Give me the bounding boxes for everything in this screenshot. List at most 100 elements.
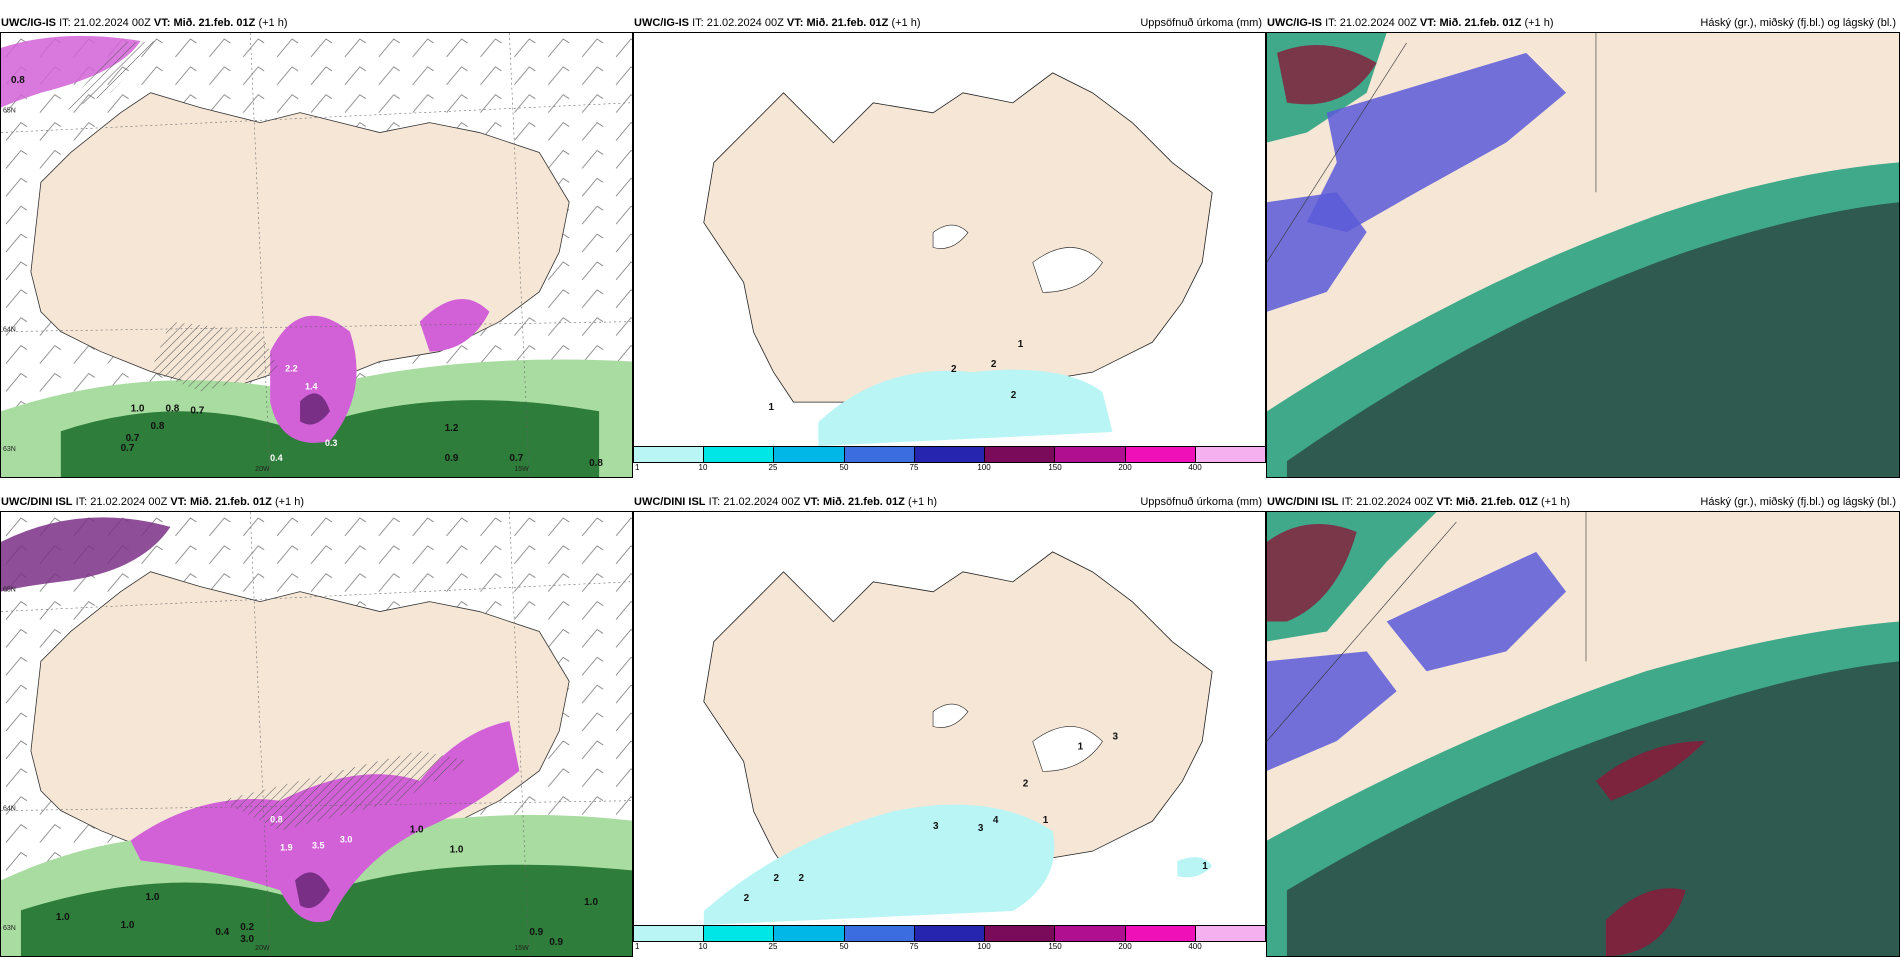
panel-clouds-igis: UWC/IG-IS IT: 21.02.2024 00Z VT: Mið. 21… [1266, 14, 1900, 478]
value-label: 1.0 [56, 912, 70, 923]
lat-line [1, 800, 632, 811]
snow-hatch-nw [60, 40, 161, 113]
lat-label: 65N [3, 587, 16, 594]
value-label: 1.0 [131, 403, 145, 414]
value-label: 1.0 [121, 920, 135, 931]
precip-magenta-south [130, 721, 520, 923]
panel-accum-precip-dini: UWC/DINI ISL IT: 21.02.2024 00Z VT: Mið.… [633, 493, 1266, 951]
map-accum-precip: 2 2 2 3 3 4 1 2 1 3 1 [633, 511, 1266, 925]
panel-title: Háský (gr.), miðský (fj.bl.) og lágský (… [1700, 496, 1896, 508]
model-name: UWC/IG-IS [634, 17, 689, 29]
value-label: 2 [991, 359, 997, 370]
colorbar-swatch [844, 447, 915, 462]
lon-label: 15W [514, 945, 529, 952]
lat-line [1, 102, 632, 133]
panel-precip-wind-dini: UWC/DINI ISL IT: 21.02.2024 00Z VT: Mið.… [0, 493, 633, 957]
colorbar-tick: 10 [698, 942, 708, 951]
map-svg: 65N 64N 63N 20W 15W 0.8 1.0 0.8 0.7 0.7 … [1, 33, 632, 477]
lon-label: 15W [514, 466, 529, 473]
cloud-mid-blue [1386, 551, 1567, 672]
colorbar-tick: 75 [909, 942, 919, 951]
colorbar-swatch [704, 926, 775, 941]
panel-header: UWC/IG-IS IT: 21.02.2024 00Z VT: Mið. 21… [1266, 14, 1900, 32]
value-label: 1 [1078, 741, 1084, 752]
precip-purple-nw [1, 517, 171, 592]
cloud-low-red-streak [1595, 740, 1706, 801]
colorbar-tick: 1 [635, 942, 640, 951]
vt-label: VT: [170, 496, 187, 508]
panel-header: UWC/IG-IS IT: 21.02.2024 00Z VT: Mið. 21… [0, 14, 633, 32]
value-label: 1 [1043, 815, 1049, 826]
colorbar-tick: 50 [839, 942, 849, 951]
colorbar-swatch [704, 447, 775, 462]
colorbar-swatch [634, 447, 705, 462]
vt-label: VT: [803, 496, 820, 508]
lon-label: 20W [255, 945, 270, 952]
colorbar-tick: 75 [909, 463, 919, 472]
colorbar-tick: 200 [1118, 463, 1132, 472]
lat-line [1, 581, 632, 612]
it-value: 21.02.2024 00Z [706, 17, 784, 29]
colorbar-swatch [774, 926, 845, 941]
model-name: UWC/DINI ISL [1267, 496, 1339, 508]
value-label: 0.8 [270, 815, 282, 825]
map-accum-precip: 1 2 2 2 1 [633, 32, 1266, 446]
colorbar-tick: 1 [635, 463, 640, 472]
snow-hatch-south [150, 321, 281, 392]
value-label: 2.2 [285, 363, 297, 373]
value-label: 0.7 [190, 405, 204, 416]
value-label: 3.5 [312, 840, 324, 850]
colorbar-swatch [1195, 447, 1265, 462]
map-svg [1267, 512, 1899, 956]
colorbar-swatch [985, 926, 1056, 941]
colorbar-swatch [1195, 926, 1265, 941]
value-label: 2 [1011, 390, 1017, 401]
colorbar-swatch [1055, 926, 1126, 941]
cloud-mid-blue-w [1267, 192, 1367, 312]
value-label: 0.7 [126, 433, 140, 444]
vt-value: Mið. 21.feb. 01Z [189, 496, 272, 508]
offset: (+1 h) [907, 496, 937, 508]
glacier [932, 224, 969, 249]
lat-label: 64N [3, 806, 16, 813]
it-value: 21.02.2024 00Z [73, 17, 151, 29]
map-svg [1267, 33, 1899, 477]
border-line [1267, 42, 1407, 263]
colorbar: 1 10 25 50 75 100 150 200 400 [633, 446, 1266, 474]
value-label: 1 [1202, 861, 1208, 872]
colorbar-swatch [1125, 926, 1196, 941]
colorbar-tick: 200 [1118, 942, 1132, 951]
precip-magenta-nw [1, 35, 141, 108]
value-label: 0.7 [509, 453, 523, 464]
map-clouds [1266, 32, 1900, 478]
value-label: 1.0 [584, 897, 598, 908]
vt-value: Mið. 21.feb. 01Z [806, 17, 889, 29]
value-label: 3.0 [340, 835, 352, 845]
value-label: 1.0 [146, 892, 160, 903]
cloud-mid-blue [1306, 52, 1567, 233]
offset: (+1 h) [1540, 496, 1570, 508]
map-precip-wind: 65N 64N 63N 20W 15W 0.8 1.0 0.8 0.7 0.7 … [0, 32, 633, 478]
value-label: 3.0 [240, 934, 254, 945]
value-label: 3 [1112, 731, 1118, 742]
map-precip-wind: 65N 64N 63N 20W 15W 1.0 1.0 1.0 0.4 0.2 … [0, 511, 633, 957]
colorbar-swatch [1055, 447, 1126, 462]
border-line [1267, 521, 1457, 742]
it-value: 21.02.2024 00Z [90, 496, 168, 508]
vt-value: Mið. 21.feb. 01Z [1439, 17, 1522, 29]
value-label: 2 [951, 364, 957, 375]
panel-title: Uppsöfnuð úrkoma (mm) [1140, 17, 1262, 29]
cloud-low-red-nw [1276, 44, 1377, 105]
lat-label: 63N [3, 446, 16, 453]
cloud-mid-blue-w [1267, 651, 1397, 771]
snow-hatch-south [220, 750, 470, 831]
lon-label: 20W [255, 466, 270, 473]
colorbar-tick: 150 [1048, 463, 1062, 472]
colorbar-swatch [914, 447, 986, 462]
value-label: 1 [769, 402, 775, 413]
model-name: UWC/DINI ISL [634, 496, 706, 508]
panel-header: UWC/IG-IS IT: 21.02.2024 00Z VT: Mið. 21… [633, 14, 1266, 32]
vt-label: VT: [1436, 496, 1453, 508]
colorbar-tick: 150 [1048, 942, 1062, 951]
colorbar-tick: 50 [839, 463, 849, 472]
